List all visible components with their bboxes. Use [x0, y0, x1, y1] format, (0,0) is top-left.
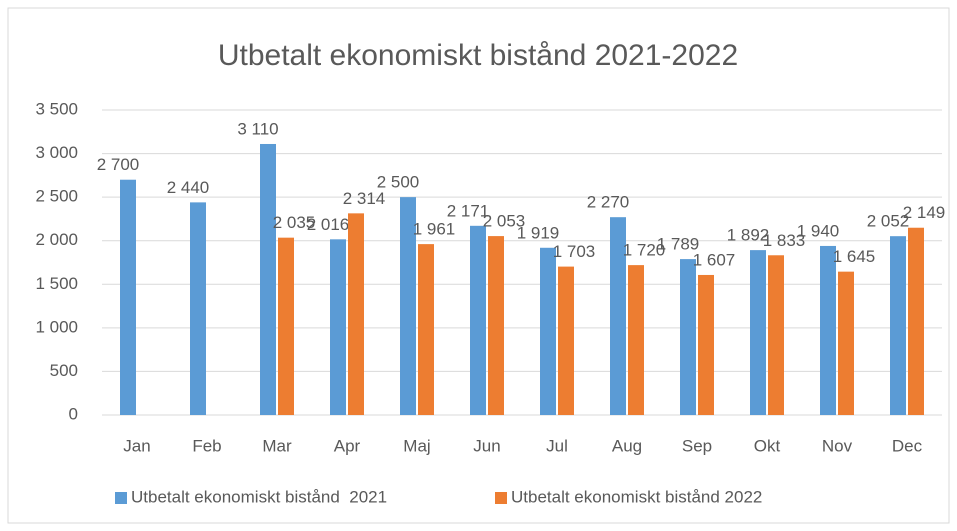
value-label: 1 720 [623, 241, 666, 260]
x-tick-label: Apr [334, 436, 361, 455]
legend-swatch [495, 492, 507, 504]
bar [190, 202, 206, 415]
x-tick-label: Dec [892, 436, 923, 455]
value-label: 2 700 [97, 155, 140, 174]
bar [820, 245, 836, 415]
bar [540, 247, 556, 415]
value-label: 2 440 [167, 178, 210, 197]
legend-label: Utbetalt ekonomiskt bistånd 2022 [511, 487, 762, 506]
x-tick-label: Sep [682, 436, 712, 455]
value-label: 2 035 [273, 213, 316, 232]
value-label: 1 892 [727, 226, 770, 245]
value-label: 2 270 [587, 193, 630, 212]
bar [768, 255, 784, 415]
x-tick-label: Jul [546, 436, 568, 455]
y-tick-label: 0 [69, 404, 78, 423]
bar [400, 197, 416, 415]
value-label: 1 607 [693, 250, 736, 269]
bar [348, 213, 364, 415]
y-tick-label: 1 500 [35, 274, 78, 293]
bar [838, 271, 854, 415]
bar [890, 236, 906, 415]
y-tick-label: 500 [50, 361, 78, 380]
value-label: 1 940 [797, 221, 840, 240]
value-label: 2 149 [903, 203, 946, 222]
value-label: 2 052 [867, 212, 910, 231]
bar [470, 225, 486, 415]
x-tick-label: Maj [403, 436, 430, 455]
value-label: 2 314 [343, 189, 386, 208]
legend-swatch [115, 492, 127, 504]
y-tick-label: 3 000 [35, 143, 78, 162]
x-tick-label: Feb [192, 436, 221, 455]
x-tick-label: Nov [822, 436, 853, 455]
value-label: 1 833 [763, 231, 806, 250]
x-tick-label: Jan [123, 436, 150, 455]
value-label: 2 171 [447, 201, 490, 220]
x-tick-label: Aug [612, 436, 642, 455]
y-tick-label: 1 000 [35, 317, 78, 336]
bar [908, 227, 924, 415]
value-label: 2 500 [377, 173, 420, 192]
bar [610, 217, 626, 415]
y-tick-label: 2 500 [35, 187, 78, 206]
x-tick-label: Mar [262, 436, 292, 455]
bar [488, 236, 504, 415]
bar [330, 239, 346, 415]
value-label: 1 919 [517, 223, 560, 242]
bar [278, 237, 294, 415]
value-label: 3 110 [237, 119, 278, 138]
value-label: 1 789 [657, 235, 700, 254]
bar [120, 179, 136, 415]
x-tick-label: Jun [473, 436, 500, 455]
y-tick-label: 2 000 [35, 230, 78, 249]
value-label: 1 703 [553, 242, 596, 261]
legend-label: Utbetalt ekonomiskt bistånd 2021 [131, 487, 387, 506]
value-label: 2 016 [307, 215, 350, 234]
x-tick-label: Okt [754, 436, 781, 455]
bar [628, 265, 644, 415]
bar [260, 143, 276, 415]
bar [698, 274, 714, 415]
y-tick-label: 3 500 [35, 99, 78, 118]
bar [418, 244, 434, 415]
value-label: 2 053 [483, 212, 526, 231]
chart-title: Utbetalt ekonomiskt bistånd 2021-2022 [218, 39, 738, 72]
bar [558, 266, 574, 415]
bar [680, 259, 696, 415]
bar [750, 250, 766, 415]
value-label: 1 645 [833, 247, 876, 266]
value-label: 1 961 [413, 220, 456, 239]
